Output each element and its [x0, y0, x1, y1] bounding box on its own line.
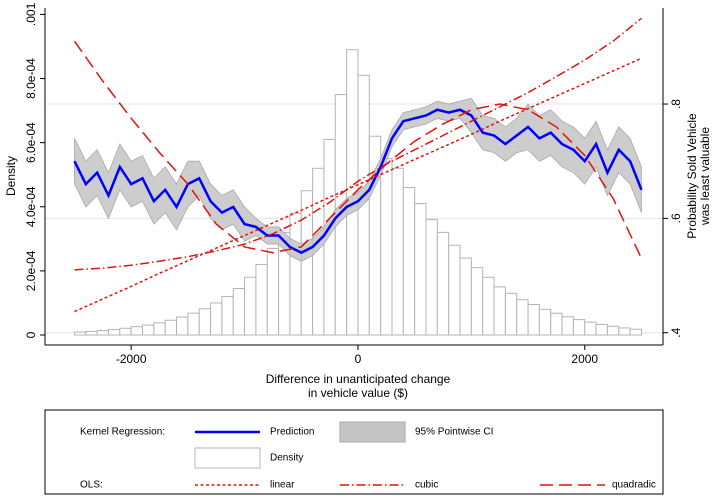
histogram-bar: [595, 323, 608, 336]
histogram-bar: [516, 299, 529, 336]
x-axis-title: Difference in unanticipated change: [266, 372, 451, 386]
legend-label: Density: [270, 453, 303, 464]
histogram-bar: [402, 187, 416, 336]
histogram-bar: [550, 312, 563, 336]
y2-axis-title: Probability Sold Vehicle: [685, 113, 699, 239]
x-tick-label: 2000: [571, 352, 598, 366]
histogram-bar: [527, 304, 540, 336]
legend-label: Prediction: [270, 427, 314, 438]
histogram-bar: [300, 190, 314, 336]
histogram-bar: [618, 327, 631, 336]
line: [73, 40, 643, 259]
y2-tick-label: .6: [669, 213, 683, 223]
histogram-bar: [561, 316, 574, 336]
y2-tick-label: .8: [669, 99, 683, 109]
histogram-bar: [255, 263, 268, 336]
histogram-bar: [629, 328, 642, 336]
y-tick-label: 0: [24, 331, 38, 338]
histogram-bar: [504, 292, 518, 336]
histogram-bar: [164, 319, 178, 336]
legend-label: quadradic: [612, 480, 656, 491]
legend-swatch: [194, 447, 261, 469]
legend-group-label: OLS:: [80, 480, 103, 491]
x-axis-title: in vehicle value ($): [308, 386, 408, 400]
legend-group-label: Kernel Regression:: [80, 427, 165, 438]
histogram-bar: [391, 167, 404, 336]
histogram-bar: [414, 203, 427, 336]
y-tick-label: 4.0e-04: [24, 186, 38, 227]
plot-area: [45, 17, 663, 336]
histogram-bar: [459, 257, 472, 336]
y-axis-title: Density: [4, 156, 18, 196]
histogram-bar: [130, 326, 144, 336]
histogram-bar: [538, 308, 552, 336]
line: [74, 17, 642, 271]
histogram-bar: [198, 308, 212, 336]
histogram-bar: [380, 158, 393, 336]
histogram-bar: [482, 276, 495, 336]
histogram-bar: [119, 327, 132, 336]
legend: Kernel Regression: OLS: Prediction 95% Po…: [44, 409, 664, 495]
y-tick-label: .001: [24, 2, 38, 26]
histogram-bar: [142, 324, 155, 336]
y2-tick-label: .4: [669, 327, 683, 337]
histogram-bar: [221, 296, 234, 336]
histogram-bar: [232, 288, 246, 336]
histogram-bar: [572, 319, 586, 336]
histogram-bar: [187, 312, 200, 336]
histogram-bar: [448, 244, 461, 336]
histogram-bar: [108, 329, 121, 336]
histogram-bar: [176, 316, 189, 336]
histogram-bar: [244, 276, 257, 336]
histogram-bar: [153, 322, 166, 336]
histogram-bar: [266, 247, 280, 336]
histogram-bar: [73, 331, 87, 336]
histogram-bar: [289, 212, 302, 336]
legend-label: 95% Pointwise CI: [415, 427, 493, 438]
histogram-bar: [470, 267, 484, 336]
histogram-bar: [493, 286, 506, 336]
y-tick-label: 2.0e-04: [24, 250, 38, 291]
histogram-bar: [584, 321, 597, 336]
legend-swatch: [339, 421, 406, 443]
y-tick-label: 8.0e-04: [24, 58, 38, 99]
histogram-bar: [606, 325, 620, 336]
legend-label: cubic: [415, 480, 438, 491]
x-tick-label: 0: [355, 352, 362, 366]
histogram-bar: [96, 330, 110, 336]
legend-label: linear: [270, 480, 295, 491]
histogram-bar: [210, 302, 223, 336]
x-tick-label: -2000: [116, 352, 147, 366]
line: [73, 108, 643, 255]
y-tick-label: 6.0e-04: [24, 122, 38, 163]
y2-axis-title: was least valuable: [698, 127, 712, 226]
histogram-bar: [436, 231, 450, 336]
line: [74, 57, 642, 313]
histogram-bar: [85, 330, 98, 336]
histogram-bar: [425, 219, 438, 336]
